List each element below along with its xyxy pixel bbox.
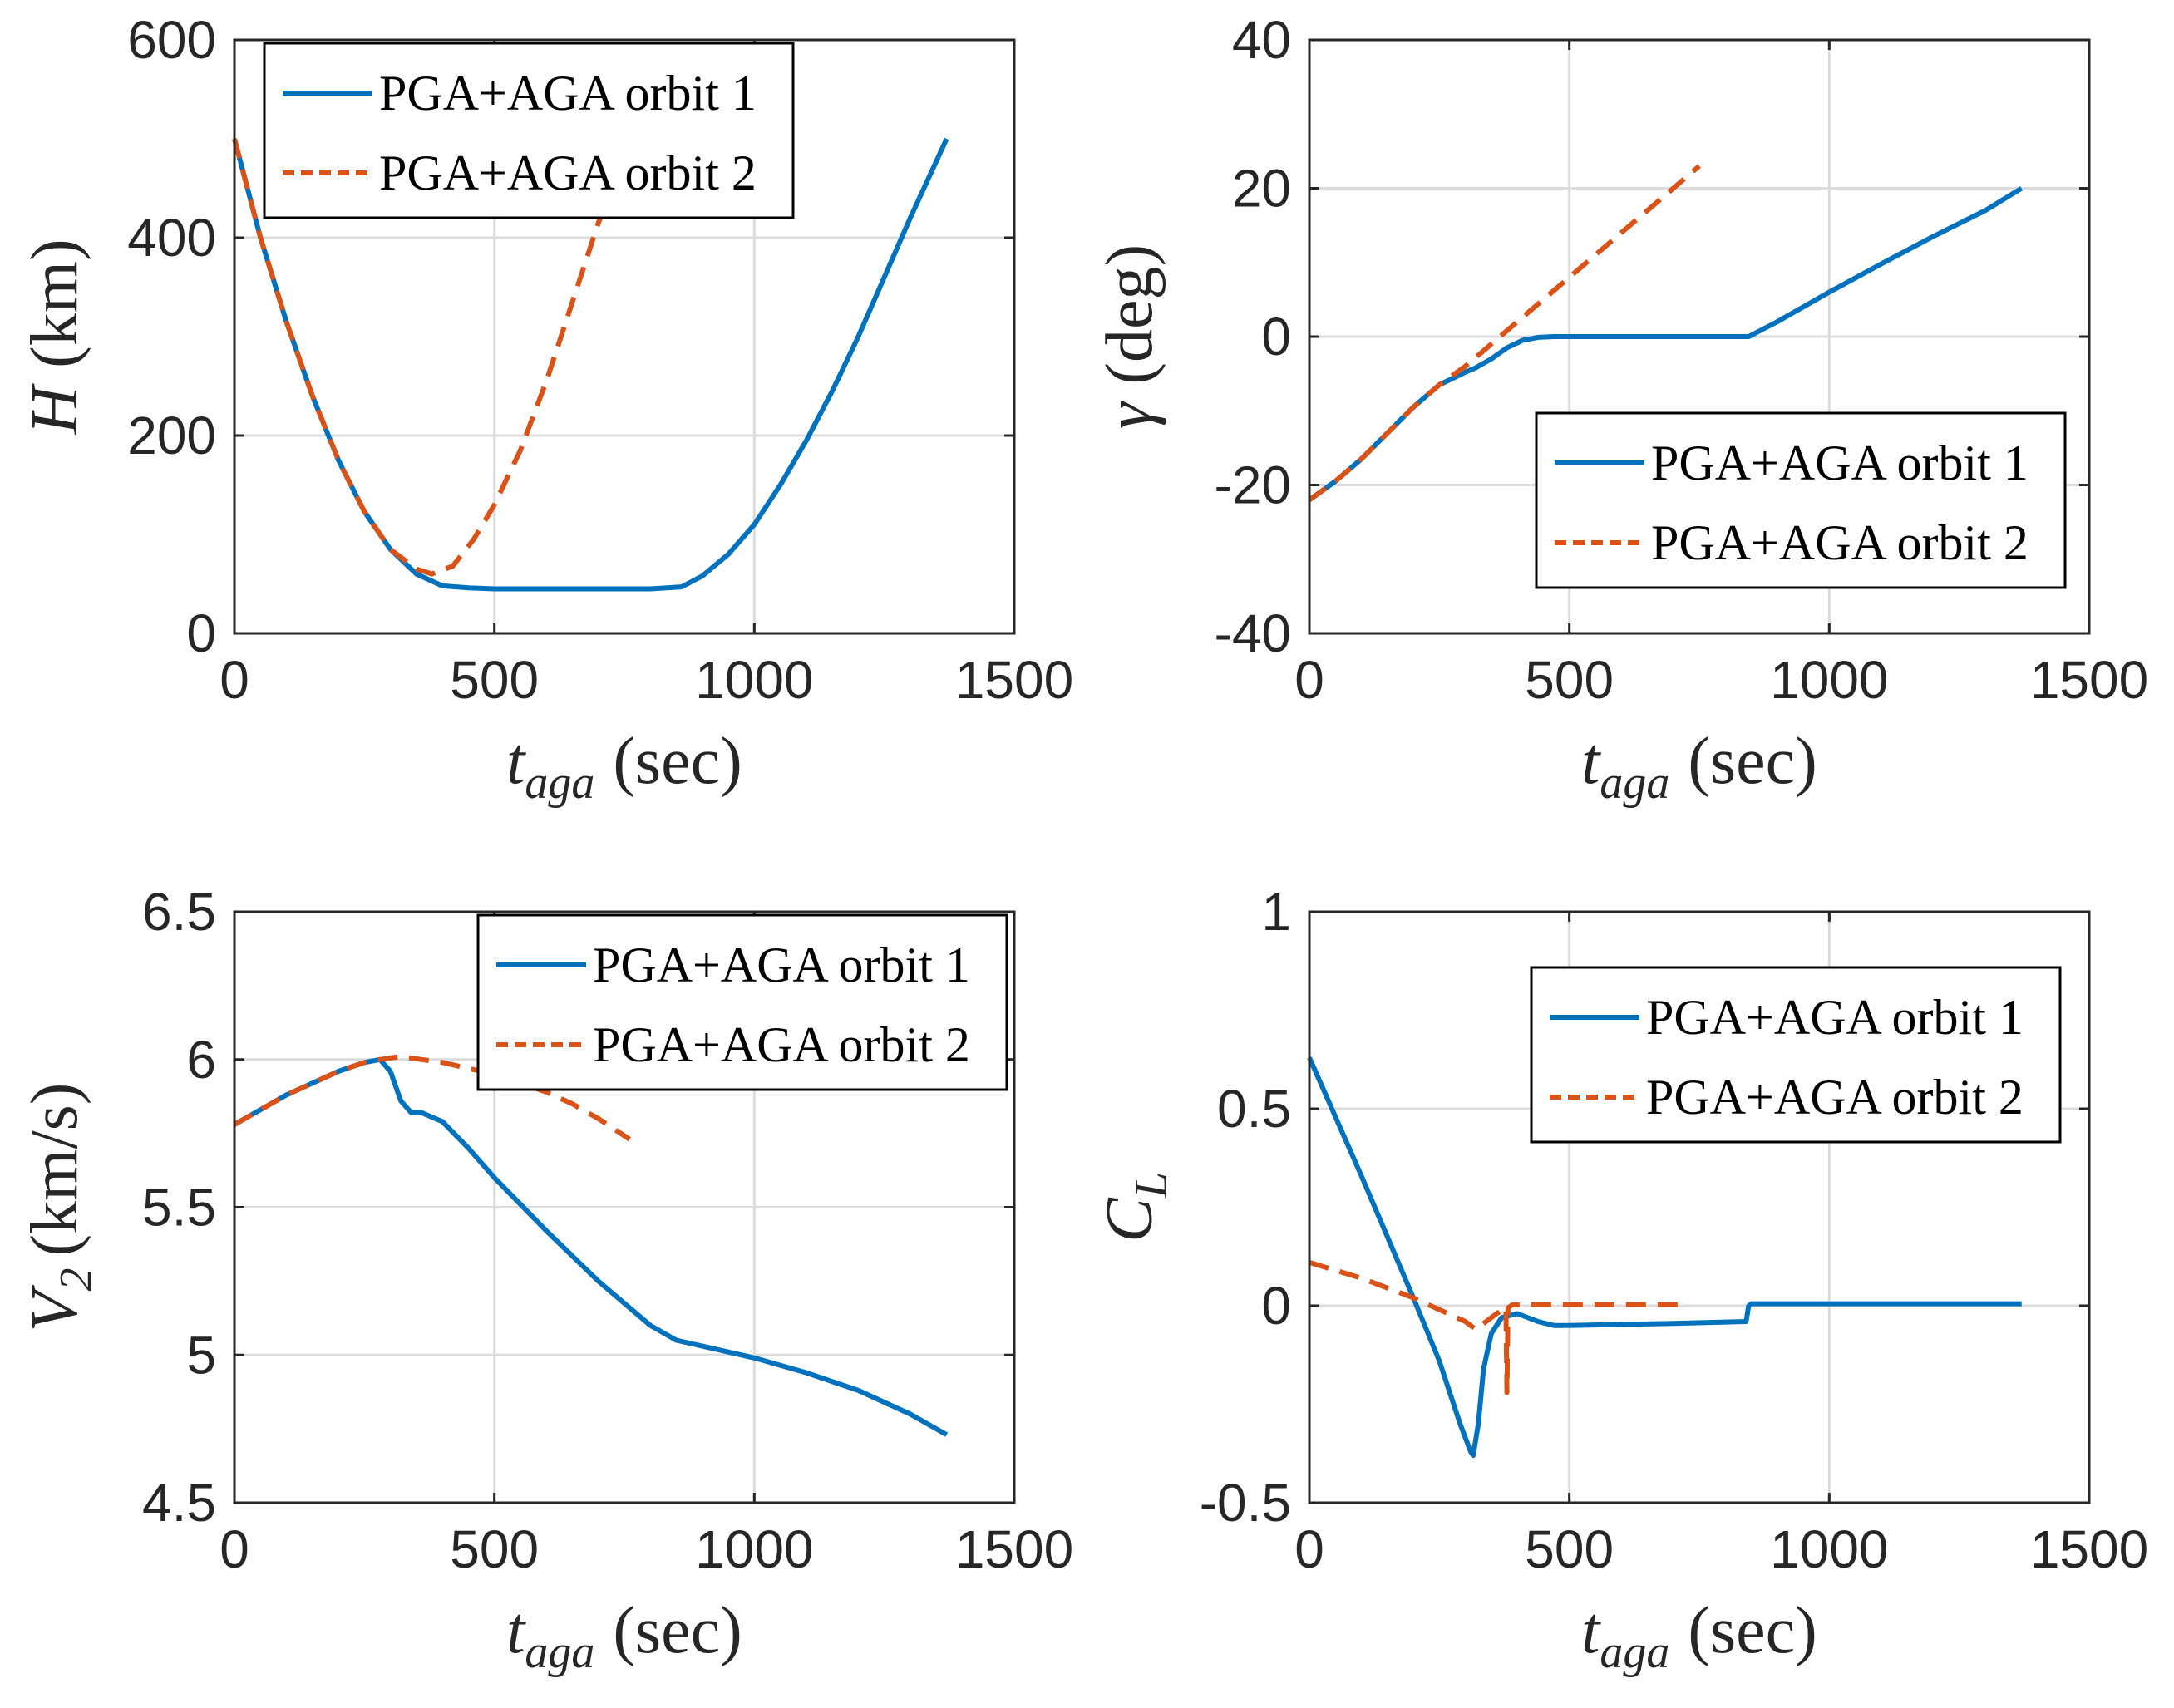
x-axis-subscript: aga [525, 757, 594, 809]
x-tick-label: 0 [219, 650, 249, 710]
x-axis-label: taga (sec) [1581, 1594, 1817, 1678]
y-tick-label: 200 [127, 406, 216, 465]
x-axis-label: taga (sec) [1581, 725, 1817, 809]
y-axis-symbol: H [18, 383, 91, 436]
y-tick-label: 0 [1261, 1276, 1291, 1336]
x-tick-label: 0 [1294, 650, 1324, 710]
x-tick-label: 1000 [695, 650, 813, 710]
x-axis-symbol: t [506, 1594, 526, 1667]
y-tick-label: 20 [1232, 159, 1291, 219]
y-axis-unit: (km/s) [18, 1083, 91, 1257]
x-axis-subscript: aga [525, 1627, 594, 1678]
y-tick-label: -40 [1215, 603, 1292, 663]
series-line-1 [1307, 1056, 2022, 1459]
y-tick-label: 600 [127, 10, 216, 70]
y-axis-unit: (deg) [1093, 244, 1166, 385]
y-axis-symbol: γ [1093, 401, 1166, 429]
legend: PGA+AGA orbit 1 PGA+AGA orbit 2 [263, 42, 795, 219]
x-tick-label: 1500 [955, 1519, 1073, 1579]
x-axis-unit: (sec) [613, 1594, 742, 1667]
y-tick-label: 5.5 [142, 1178, 216, 1238]
y-tick-label: 1 [1261, 882, 1291, 942]
y-tick-label: 0.5 [1217, 1079, 1291, 1139]
series-line-1 [232, 137, 949, 592]
x-tick-label: 1000 [1770, 650, 1888, 710]
y-axis-label: H (km) [18, 239, 91, 435]
y-tick-label: 4.5 [142, 1473, 216, 1533]
legend-label-1: PGA+AGA orbit 1 [1646, 990, 2024, 1045]
legend-box [1530, 966, 2062, 1144]
legend-label-1: PGA+AGA orbit 1 [593, 938, 970, 992]
x-axis-unit: (sec) [613, 725, 742, 798]
legend-label-2: PGA+AGA orbit 2 [379, 145, 757, 200]
chart-altitude: 0 500 1000 1500 0 200 400 600 taga (sec) H (km) PGA+… [18, 10, 1073, 809]
x-tick-label: 500 [1525, 650, 1614, 710]
x-tick-label: 1000 [1770, 1519, 1888, 1579]
x-axis-subscript: aga [1600, 1627, 1669, 1678]
chart-flight-path-angle: 0 500 1000 1500 -40 -20 0 20 40 taga (sec) γ (deg) PG… [1093, 10, 2148, 809]
y-axis-symbol: C [1093, 1197, 1166, 1243]
legend: PGA+AGA orbit 1 PGA+AGA orbit 2 [1535, 411, 2067, 589]
chart-velocity: 0 500 1000 1500 4.5 5 5.5 6 6.5 taga (sec) V2 (km/s)… [18, 882, 1073, 1678]
legend: PGA+AGA orbit 1 PGA+AGA orbit 2 [476, 913, 1008, 1091]
series-line-2 [1308, 164, 1701, 502]
x-axis-label: taga (sec) [506, 725, 742, 809]
y-tick-label: 6.5 [142, 882, 216, 942]
legend-box [1535, 411, 2067, 589]
y-tick-label: 6 [186, 1030, 216, 1090]
x-tick-label: 1500 [2030, 650, 2148, 710]
y-axis-subscript: 2 [51, 1268, 102, 1292]
legend-label-2: PGA+AGA orbit 2 [593, 1017, 970, 1072]
series-line-2 [1309, 1260, 1684, 1395]
x-axis-unit: (sec) [1688, 725, 1817, 798]
legend-label-1: PGA+AGA orbit 1 [1651, 436, 2029, 490]
y-axis-unit: (km) [18, 239, 91, 368]
y-axis-label: γ (deg) [1093, 244, 1166, 429]
axes-box [1308, 910, 2091, 1504]
x-axis-symbol: t [1581, 725, 1601, 798]
x-tick-label: 1500 [2030, 1519, 2148, 1579]
legend-label-2: PGA+AGA orbit 2 [1651, 515, 2029, 570]
legend: PGA+AGA orbit 1 PGA+AGA orbit 2 [1530, 966, 2062, 1144]
x-tick-label: 1500 [955, 650, 1073, 710]
legend-label-1: PGA+AGA orbit 1 [379, 66, 757, 121]
y-tick-label: 0 [1261, 307, 1291, 367]
x-tick-label: 500 [1525, 1519, 1614, 1579]
series-line-2 [233, 1054, 631, 1142]
x-tick-label: 500 [450, 1519, 539, 1579]
y-axis-subscript: L [1126, 1172, 1177, 1199]
x-axis-symbol: t [506, 725, 526, 798]
x-tick-label: 500 [450, 650, 539, 710]
x-axis-symbol: t [1581, 1594, 1601, 1667]
legend-label-2: PGA+AGA orbit 2 [1646, 1070, 2024, 1125]
x-axis-label: taga (sec) [506, 1594, 742, 1678]
y-tick-label: -0.5 [1200, 1473, 1291, 1533]
x-axis-unit: (sec) [1688, 1594, 1817, 1667]
x-tick-label: 0 [219, 1519, 249, 1579]
x-axis-subscript: aga [1600, 757, 1669, 809]
y-axis-symbol: V [18, 1284, 91, 1331]
y-axis-label: CL [1093, 1172, 1177, 1243]
axes-box [233, 38, 1016, 635]
y-tick-label: -20 [1215, 455, 1292, 515]
x-tick-label: 1000 [695, 1519, 813, 1579]
y-axis-label: V2 (km/s) [18, 1083, 102, 1332]
y-tick-label: 400 [127, 208, 216, 268]
y-tick-label: 5 [186, 1325, 216, 1385]
legend-box [476, 913, 1008, 1091]
series-line-2 [232, 138, 611, 577]
y-tick-label: 0 [186, 603, 216, 663]
x-tick-label: 0 [1294, 1519, 1324, 1579]
series-line-1 [233, 1056, 949, 1437]
legend-box [263, 42, 795, 219]
y-tick-label: 40 [1232, 10, 1291, 70]
